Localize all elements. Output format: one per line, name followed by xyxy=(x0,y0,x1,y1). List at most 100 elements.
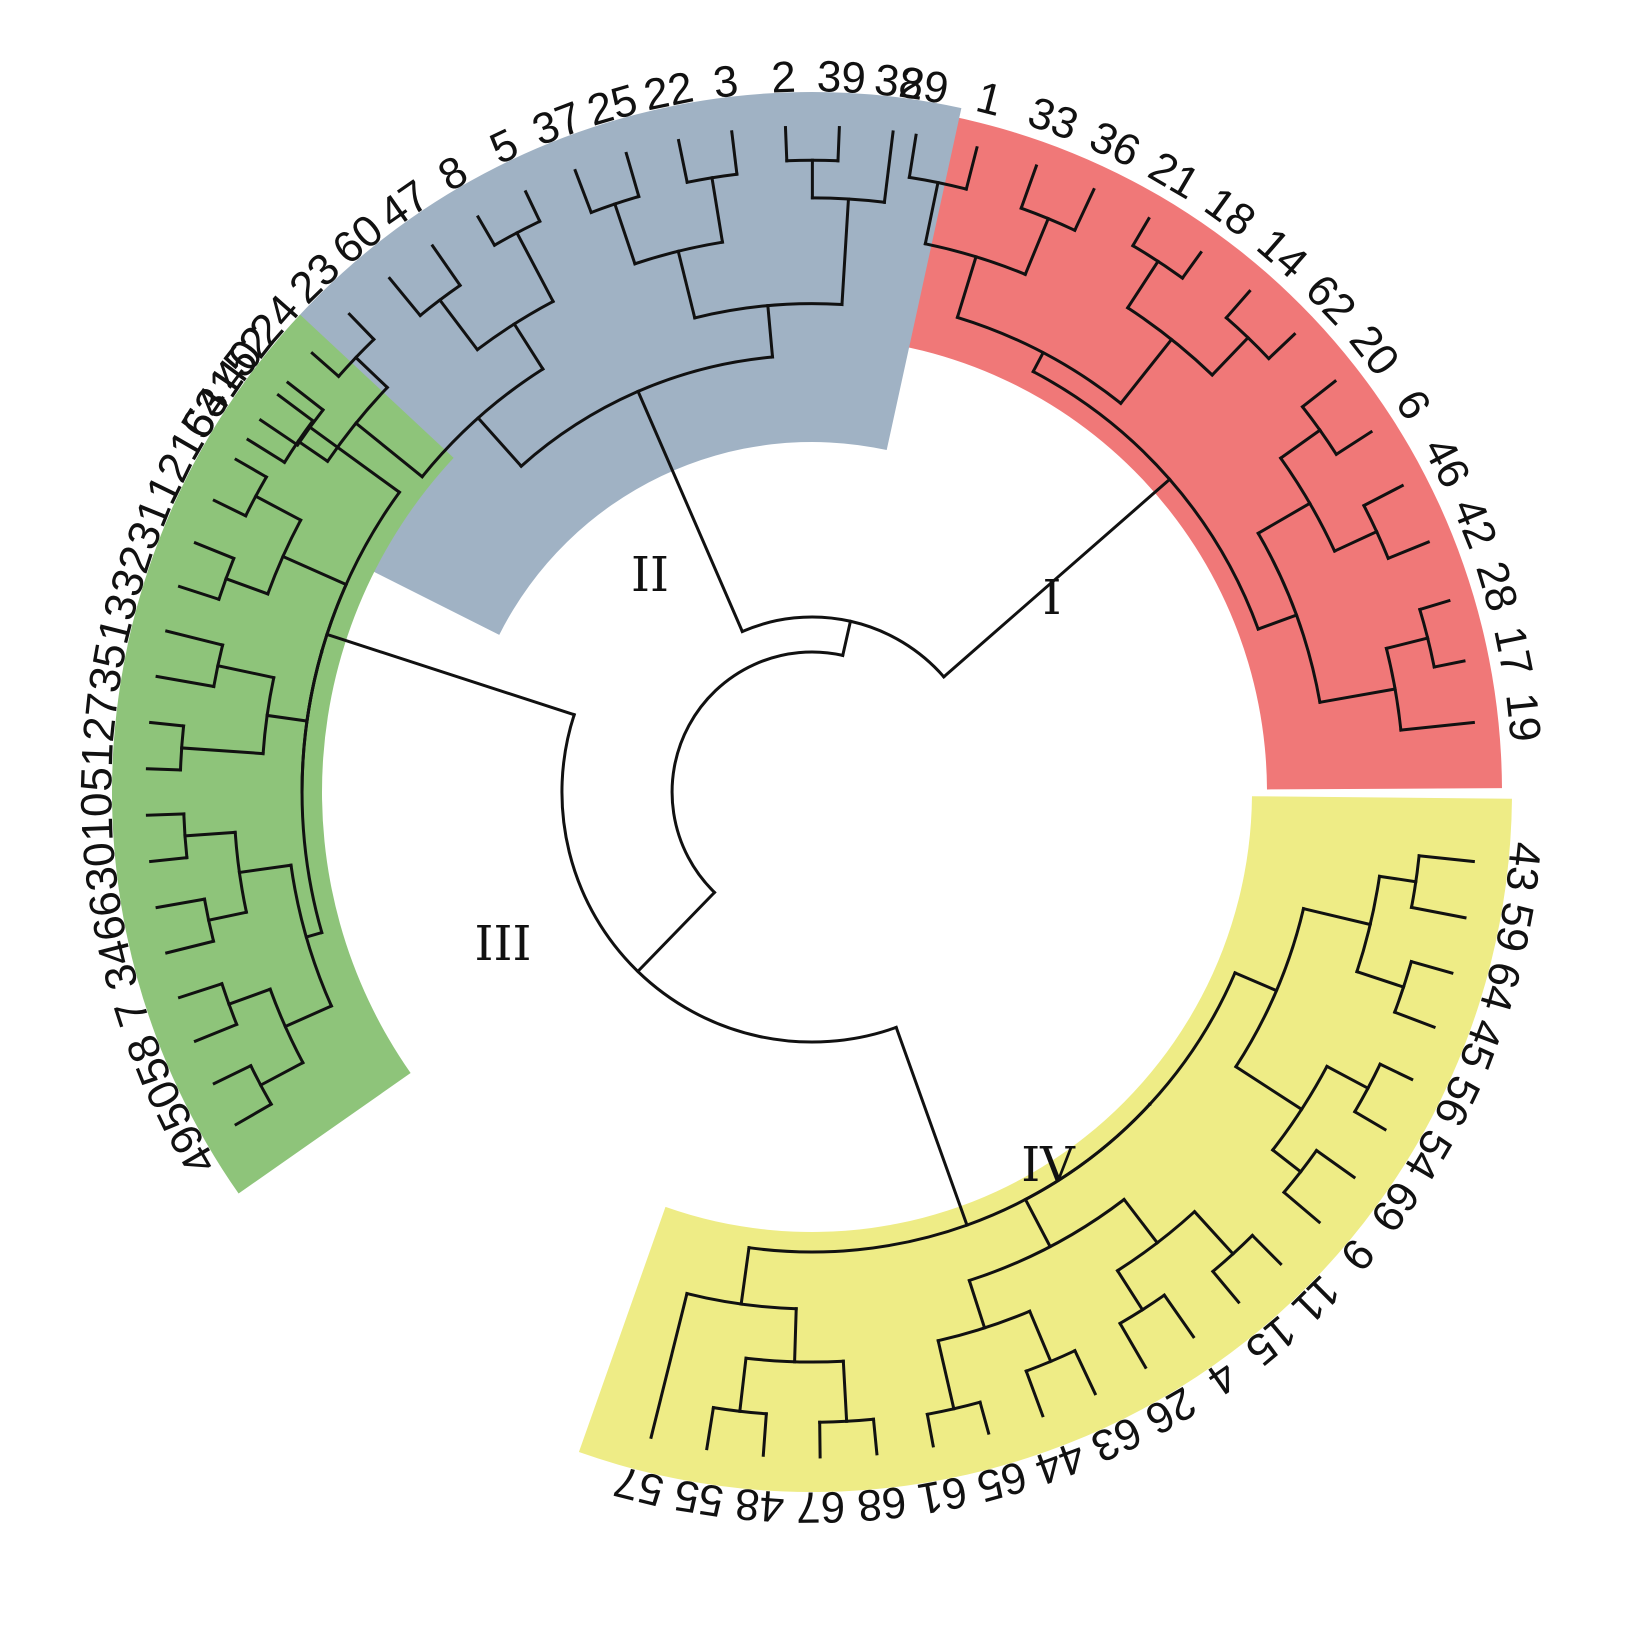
leaf-label: 13 xyxy=(89,589,148,648)
leaf-label: 61 xyxy=(914,1466,971,1523)
branch xyxy=(212,1063,253,1086)
cluster-sector-I xyxy=(838,103,1502,790)
leaf-label: 39 xyxy=(816,52,867,103)
branch xyxy=(1355,969,1406,989)
branch xyxy=(1314,1148,1357,1180)
branch xyxy=(245,437,287,465)
branch xyxy=(155,674,216,689)
branch xyxy=(793,1307,798,1364)
branch xyxy=(476,415,524,469)
cluster-label-IV: IV xyxy=(1021,1137,1076,1193)
branch xyxy=(177,584,221,602)
branch xyxy=(1409,959,1454,975)
branch xyxy=(705,1405,716,1451)
branch xyxy=(636,389,745,634)
branch xyxy=(1224,289,1252,320)
branch xyxy=(212,498,248,518)
branch xyxy=(148,856,189,864)
branch xyxy=(1023,1197,1053,1249)
branch xyxy=(1031,350,1046,374)
branch xyxy=(325,632,577,717)
dendrogram-branches xyxy=(145,125,1476,1459)
branch xyxy=(1417,598,1451,612)
branch xyxy=(967,1278,987,1330)
branch xyxy=(761,1412,768,1457)
branch xyxy=(193,540,236,561)
branch xyxy=(237,863,293,875)
branch xyxy=(1117,1321,1148,1370)
branch xyxy=(783,125,789,163)
leaf-label: 6 xyxy=(1386,381,1440,428)
branch xyxy=(1023,216,1051,277)
branch xyxy=(941,477,1172,679)
branch xyxy=(148,720,186,728)
branch xyxy=(676,249,697,320)
branch xyxy=(1210,1269,1241,1305)
branch xyxy=(1121,1197,1160,1245)
branch xyxy=(730,130,739,176)
branch xyxy=(1256,501,1312,536)
branch xyxy=(1377,874,1418,884)
branch xyxy=(347,312,376,342)
branch xyxy=(710,175,725,244)
leaf-label: 67 xyxy=(796,1482,846,1532)
branch xyxy=(285,380,326,413)
branch xyxy=(164,629,225,647)
branch xyxy=(978,1400,991,1435)
branch xyxy=(234,457,269,480)
cluster-sector-III xyxy=(111,314,454,1194)
branch xyxy=(1118,337,1174,406)
branch xyxy=(283,1003,334,1029)
branch xyxy=(1019,164,1039,211)
cluster-sectors xyxy=(111,92,1512,1492)
leaf-label: 66 xyxy=(80,888,137,945)
branch xyxy=(836,126,841,163)
cluster-sector-IV xyxy=(578,796,1512,1492)
leaf-label: 59 xyxy=(1485,899,1542,956)
leaf-label: 1 xyxy=(971,73,1007,127)
branch xyxy=(923,180,940,246)
branch xyxy=(437,297,480,352)
branch xyxy=(841,1359,849,1423)
leaf-label: 38 xyxy=(872,55,927,110)
branch xyxy=(1125,259,1161,310)
leaf-label: 7 xyxy=(105,994,159,1032)
branch xyxy=(1352,1109,1388,1132)
branch xyxy=(1180,250,1203,281)
branch xyxy=(304,930,324,939)
branch xyxy=(258,1060,305,1088)
branch xyxy=(635,890,717,974)
branch xyxy=(1232,970,1279,993)
leaf-label: 3 xyxy=(711,56,741,108)
branch xyxy=(145,767,183,772)
branch xyxy=(676,138,689,185)
branch xyxy=(180,746,265,756)
branch xyxy=(1266,332,1297,361)
branch xyxy=(740,615,946,679)
branch xyxy=(1334,429,1374,457)
branch xyxy=(276,393,315,423)
leaf-label: 29 xyxy=(896,58,952,114)
branch xyxy=(964,145,979,191)
branch xyxy=(1386,540,1431,561)
branch xyxy=(624,151,641,199)
branch xyxy=(612,202,637,266)
branch xyxy=(430,243,463,288)
branch xyxy=(1399,720,1476,732)
branch xyxy=(193,1022,239,1044)
leaf-label: 22 xyxy=(640,63,698,121)
branch xyxy=(955,254,978,320)
branch xyxy=(670,650,845,895)
branch xyxy=(1162,1293,1196,1339)
branch xyxy=(310,351,341,379)
branch xyxy=(1270,1147,1303,1174)
branch xyxy=(1318,687,1397,705)
leaf-label: 48 xyxy=(733,1479,785,1531)
branch xyxy=(523,189,542,224)
branch xyxy=(1256,613,1299,631)
branch xyxy=(1361,483,1405,508)
cluster-label-II: II xyxy=(631,547,669,603)
branch xyxy=(258,418,300,448)
branch xyxy=(1300,379,1338,409)
